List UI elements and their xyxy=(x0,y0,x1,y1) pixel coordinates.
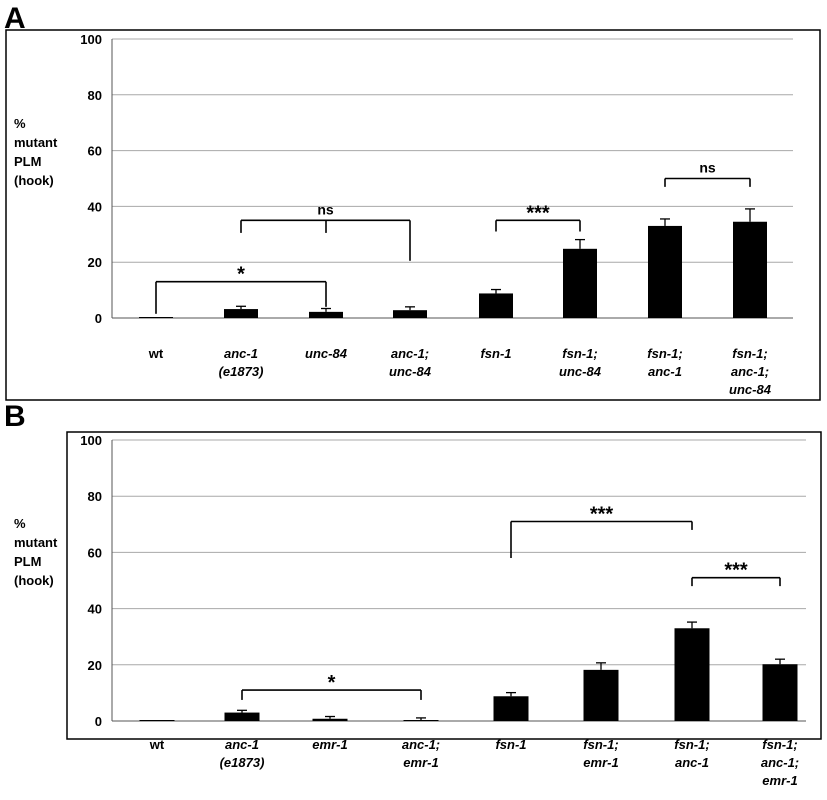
pb-y-tick-label: 100 xyxy=(80,433,102,448)
pa-y-tick-label: 20 xyxy=(88,255,102,270)
pb-y-axis-label: (hook) xyxy=(14,573,54,588)
pb-category-label: anc-1 xyxy=(675,755,709,770)
pb-category-label: (e1873) xyxy=(220,755,265,770)
pa-category-label: fsn-1; xyxy=(647,346,682,361)
pb-y-axis-label: % xyxy=(14,516,26,531)
panel-a: A 0 20 40 60 80 100% mutant PLM (hook) wt anc-1 (e1… xyxy=(4,2,821,401)
pb-category-label: fsn-1; xyxy=(674,737,709,752)
pb-category-label: anc-1 xyxy=(225,737,259,752)
pa-y-axis-label: mutant xyxy=(14,135,58,150)
pb-significance-label: * xyxy=(328,672,336,694)
pa-bar xyxy=(139,317,173,318)
pb-bar xyxy=(224,712,260,721)
pa-category-label: unc-84 xyxy=(305,346,348,361)
pa-category-label: fsn-1; xyxy=(562,346,597,361)
panel-a-plot: 0 20 40 60 80 100% mutant PLM (hook) wt anc-1 (e187… xyxy=(14,32,793,397)
pa-category-label: anc-1 xyxy=(224,346,258,361)
pa-bar xyxy=(224,309,258,318)
pb-bar xyxy=(139,720,175,721)
pb-category-label: fsn-1; xyxy=(762,737,797,752)
pa-y-tick-label: 40 xyxy=(88,199,102,214)
pa-bar xyxy=(648,225,682,318)
pa-bar xyxy=(563,248,597,318)
pb-y-tick-label: 80 xyxy=(88,489,102,504)
panel-b: B 0 20 40 60 80 100% mutant PLM (hook) wt anc-1 (e1… xyxy=(4,400,822,788)
pb-category-label: fsn-1; xyxy=(583,737,618,752)
pa-category-label: anc-1; xyxy=(391,346,429,361)
pb-bar xyxy=(403,720,439,721)
pa-y-axis-label: % xyxy=(14,116,26,131)
pb-bar xyxy=(583,669,619,721)
pa-bar xyxy=(479,293,513,318)
pa-y-axis-label: PLM xyxy=(14,154,41,169)
pb-y-axis-label: PLM xyxy=(14,554,41,569)
pa-y-tick-label: 60 xyxy=(88,144,102,159)
pb-significance-label: *** xyxy=(724,560,748,582)
pb-category-label: fsn-1 xyxy=(495,737,526,752)
pa-category-label: wt xyxy=(148,346,164,361)
pa-bar xyxy=(393,310,427,318)
pb-category-label: anc-1; xyxy=(761,755,799,770)
panel-b-plot: 0 20 40 60 80 100% mutant PLM (hook) wt anc-1 (e187… xyxy=(14,433,806,788)
pa-category-label: fsn-1 xyxy=(480,346,511,361)
pa-significance-label: ns xyxy=(699,160,716,176)
pb-y-tick-label: 40 xyxy=(88,602,102,617)
pb-category-label: anc-1; xyxy=(402,737,440,752)
pa-category-label: (e1873) xyxy=(219,364,264,379)
pa-y-tick-label: 80 xyxy=(88,88,102,103)
pb-category-label: emr-1 xyxy=(762,773,797,788)
pa-category-label: anc-1 xyxy=(648,364,682,379)
panel-a-frame xyxy=(5,29,821,401)
pb-y-tick-label: 60 xyxy=(88,545,102,560)
pa-significance-label: * xyxy=(237,264,245,286)
pa-category-label: unc-84 xyxy=(389,364,432,379)
pb-y-tick-label: 20 xyxy=(88,658,102,673)
pa-significance-label: ns xyxy=(317,201,334,217)
pa-category-label: anc-1; xyxy=(731,364,769,379)
panel-b-label: B xyxy=(4,400,26,433)
pb-bar xyxy=(493,696,529,721)
panel-a-label: A xyxy=(4,2,26,35)
pb-y-axis-label: mutant xyxy=(14,535,58,550)
pa-y-tick-label: 0 xyxy=(95,311,102,326)
pb-y-tick-label: 0 xyxy=(95,714,102,729)
pb-category-label: wt xyxy=(149,737,165,752)
pb-significance-label: *** xyxy=(590,503,614,525)
pb-category-label: emr-1 xyxy=(583,755,618,770)
pb-bar xyxy=(312,718,348,721)
pa-y-axis-label: (hook) xyxy=(14,173,54,188)
pa-significance-label: *** xyxy=(526,202,550,224)
pa-bar xyxy=(733,221,767,318)
pa-category-label: unc-84 xyxy=(729,382,772,397)
pb-bar xyxy=(674,628,710,721)
pb-category-label: emr-1 xyxy=(312,737,347,752)
pa-y-tick-label: 100 xyxy=(80,32,102,47)
pa-category-label: unc-84 xyxy=(559,364,602,379)
pb-bar xyxy=(762,664,798,721)
pa-category-label: fsn-1; xyxy=(732,346,767,361)
pa-bar xyxy=(309,311,343,318)
pb-category-label: emr-1 xyxy=(403,755,438,770)
